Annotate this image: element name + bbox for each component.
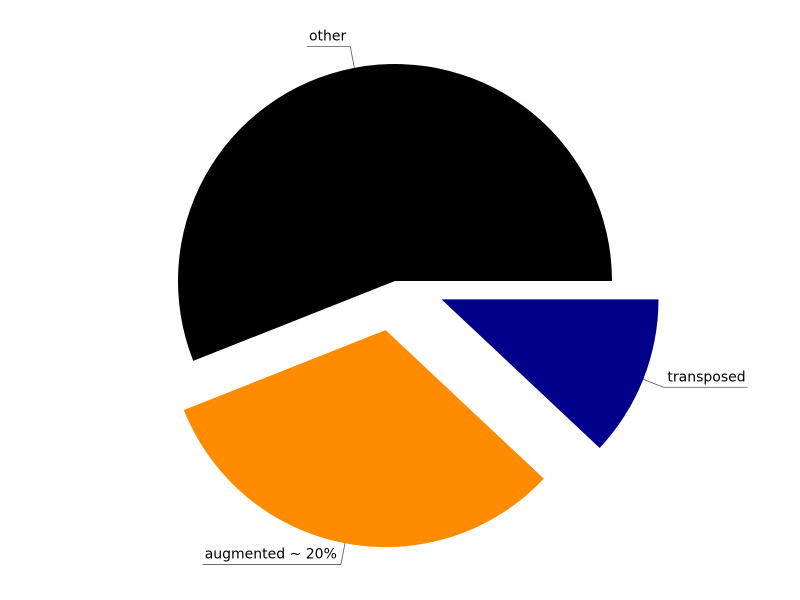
slice-labels: other augmented ~ 20% transposed: [205, 29, 746, 563]
leader-transposed: [643, 378, 748, 388]
slice-label-transposed: transposed: [667, 369, 745, 385]
label-leaders: [202, 46, 748, 565]
leader-other: [306, 46, 355, 68]
slice-label-augmented-20: augmented ~ 20%: [205, 547, 337, 563]
slice-other: [178, 64, 613, 361]
slice-label-other: other: [309, 29, 347, 45]
slice-transposed: [441, 299, 659, 448]
slice-augmented-20: [183, 330, 544, 548]
leader-augmented-20: [202, 543, 346, 565]
pie-slices: [178, 64, 659, 548]
